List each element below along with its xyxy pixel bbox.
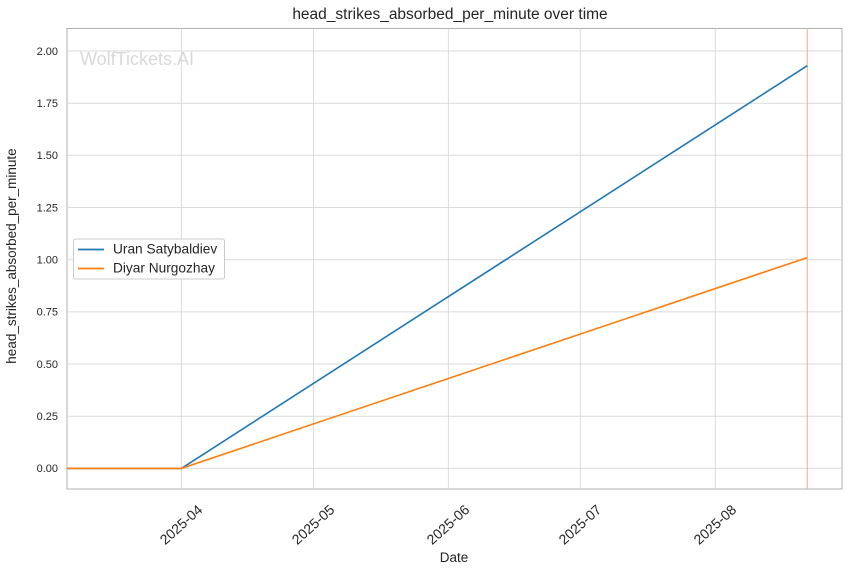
svg-text:Date: Date xyxy=(440,550,469,565)
svg-text:1.25: 1.25 xyxy=(37,202,58,214)
svg-text:Diyar Nurgozhay: Diyar Nurgozhay xyxy=(113,261,215,276)
svg-text:0.25: 0.25 xyxy=(37,411,58,423)
svg-text:Uran Satybaldiev: Uran Satybaldiev xyxy=(113,242,217,257)
svg-text:1.00: 1.00 xyxy=(37,255,58,267)
svg-text:head_strikes_absorbed_per_minu: head_strikes_absorbed_per_minute xyxy=(4,148,19,363)
svg-text:0.75: 0.75 xyxy=(37,307,58,319)
svg-text:head_strikes_absorbed_per_minu: head_strikes_absorbed_per_minute over ti… xyxy=(292,6,607,23)
svg-text:1.50: 1.50 xyxy=(37,150,58,162)
svg-text:WolfTickets.AI: WolfTickets.AI xyxy=(80,49,194,69)
svg-text:1.75: 1.75 xyxy=(37,98,58,110)
svg-text:2.00: 2.00 xyxy=(37,46,58,58)
svg-text:0.50: 0.50 xyxy=(37,359,58,371)
svg-text:0.00: 0.00 xyxy=(37,463,58,475)
